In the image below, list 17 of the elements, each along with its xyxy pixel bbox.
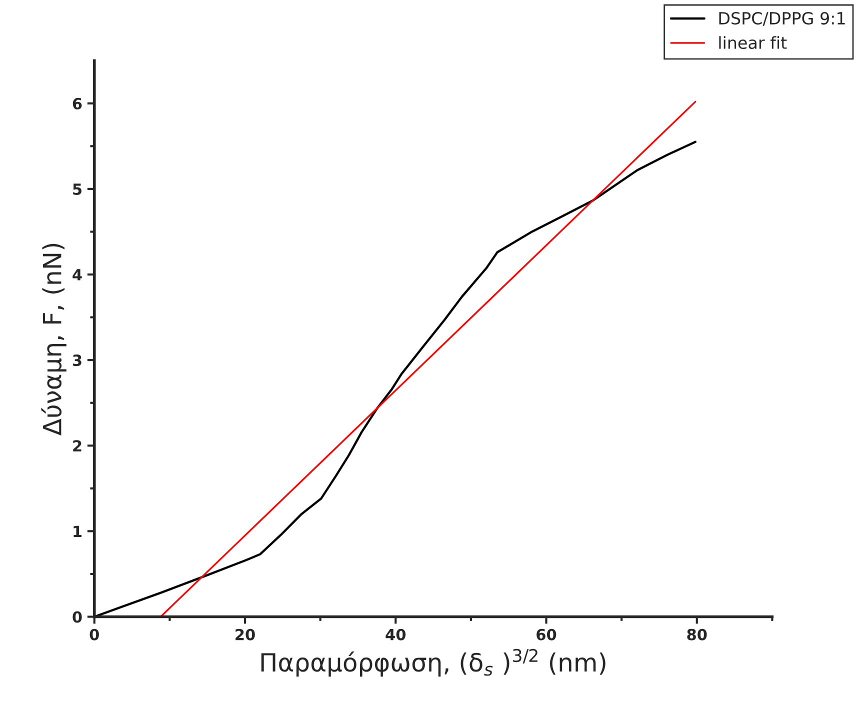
y-tick-label: 5 bbox=[73, 184, 82, 195]
y-axis-title: Δύναμη, F, (nN) bbox=[41, 244, 66, 436]
line-series bbox=[94, 140, 696, 617]
legend-label: DSPC/DPPG 9:1 bbox=[719, 12, 845, 26]
x-tick-label: 0 bbox=[90, 628, 99, 640]
y-tick-label: 4 bbox=[72, 269, 82, 280]
x-axis-title: Παραμόρφωση, (δ$_{s}$ )$^{3/2}$ (nm) bbox=[261, 648, 606, 677]
x-tick-label: 80 bbox=[687, 628, 707, 640]
y-tick-label: 0 bbox=[72, 611, 82, 623]
x-tick-label: 40 bbox=[386, 628, 406, 640]
y-tick-label: 2 bbox=[73, 440, 82, 452]
x-tick-label: 20 bbox=[236, 628, 255, 640]
x-tick-label: 60 bbox=[536, 628, 556, 640]
y-tick-label: 6 bbox=[72, 98, 82, 110]
legend-label: linear fit bbox=[719, 36, 787, 50]
y-tick-label: 3 bbox=[72, 354, 82, 366]
y-tick-label: 1 bbox=[74, 526, 82, 537]
